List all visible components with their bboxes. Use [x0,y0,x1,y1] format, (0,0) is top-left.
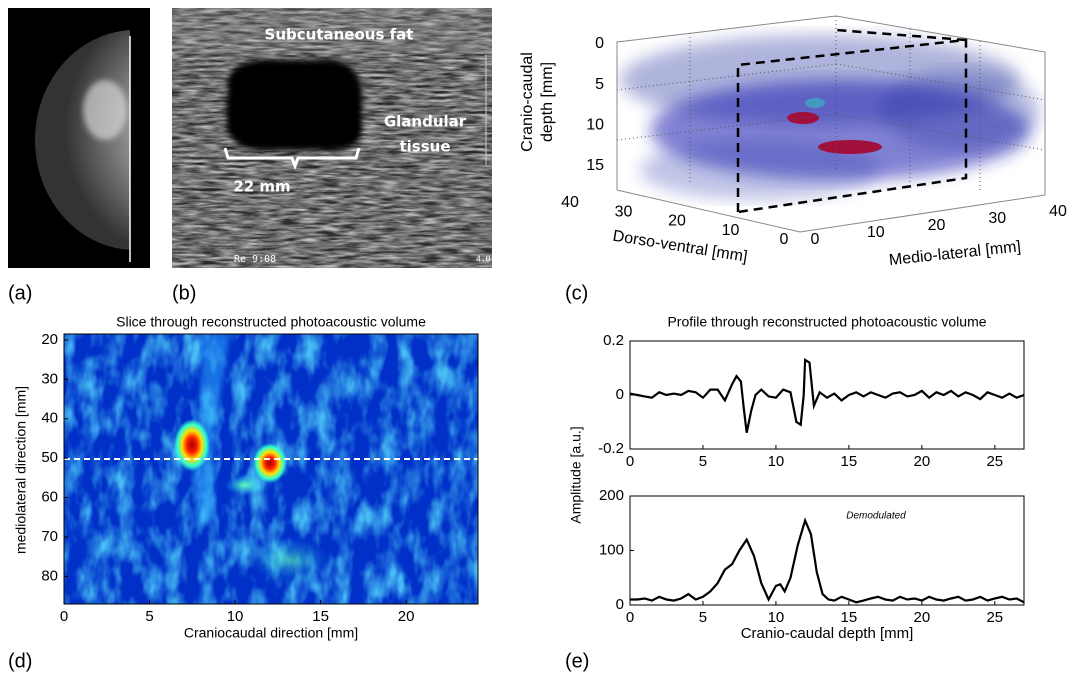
overlay-text: Re 9:08 [234,254,276,265]
z-tick-label: 10 [586,117,604,134]
x-tick-label: 10 [227,608,244,625]
overlay-text: 4.0- [476,255,495,264]
chart-title: Slice through reconstructed photoacousti… [116,314,426,330]
dv-tick-label: 20 [668,213,686,230]
y-tick-label: 200 [599,487,624,504]
x-tick-label: 15 [841,453,858,470]
x-tick-label: 20 [914,609,931,626]
y-tick-label: 70 [41,528,58,545]
data-line [629,357,1025,434]
ml-tick-label: 30 [988,210,1006,227]
dv-tick-label: 40 [561,194,579,211]
x-tick-label: 15 [841,609,858,626]
y-tick-label: 0 [616,386,624,403]
x-axis-label: Cranio-caudal depth [mm] [741,625,914,642]
mammogram-image [8,8,150,268]
x-tick-label: 0 [626,609,634,626]
y-tick-label: 100 [599,541,624,558]
x-tick-label: 20 [914,453,931,470]
y-tick-label: 30 [41,370,58,387]
axis-label: depth [mm] [539,62,556,142]
volume-render [616,15,1046,233]
z-tick-label: 15 [586,157,604,174]
y-axis-label: mediolateral direction [mm] [13,386,29,554]
dv-tick-label: 10 [722,222,740,239]
y-tick-label: 40 [41,410,58,427]
ml-tick-label: 40 [1049,203,1067,220]
y-tick-label: 50 [41,449,58,466]
x-axis-label: Craniocaudal direction [mm] [184,625,358,641]
dv-tick-label: 30 [615,203,633,220]
x-tick-label: 25 [986,453,1003,470]
panel-label: (b) [172,282,196,304]
y-tick-label: 0 [616,596,624,613]
x-tick-label: 5 [145,608,153,625]
y-tick-label: 60 [41,489,58,506]
chart-title: Profile through reconstructed photoacous… [667,314,986,330]
x-tick-label: 10 [768,609,785,626]
panel-label: (d) [8,650,32,672]
y-tick-label: -0.2 [598,440,624,457]
x-tick-label: 20 [398,608,415,625]
dv-tick-label: 0 [780,231,789,248]
panel-label: (e) [565,650,589,672]
y-tick-label: 80 [41,567,58,584]
annotation: 22 mm [233,178,290,196]
annotation: Glandular [384,113,467,131]
y-axis-label: Amplitude [a.u.] [568,426,584,523]
z-tick-label: 0 [595,35,604,52]
annotation: Demodulated [846,511,906,522]
x-tick-label: 5 [699,453,707,470]
x-tick-label: 0 [626,453,634,470]
ml-tick-label: 20 [928,217,946,234]
data-line [630,517,1025,604]
plot-frame [63,333,479,605]
y-tick-label: 20 [41,331,58,348]
x-tick-label: 5 [699,609,707,626]
panel-labels: (a) (b) (c) (d) (e) [8,282,589,672]
panel-label: (a) [8,282,32,304]
annotation: tissue [399,138,450,156]
ultrasound-image [172,8,492,268]
x-tick-label: 0 [60,608,68,625]
y-tick-label: 0.2 [603,332,624,349]
panel-label: (c) [565,282,588,304]
x-tick-label: 15 [312,608,329,625]
ml-tick-label: 0 [811,231,820,248]
heatmap-image [64,334,478,604]
ml-tick-label: 10 [867,224,885,241]
x-tick-label: 10 [768,453,785,470]
axis-label: Cranio-caudal [519,52,536,152]
x-tick-label: 25 [986,609,1003,626]
z-tick-label: 5 [595,76,604,93]
annotation: Subcutaneous fat [265,26,414,44]
